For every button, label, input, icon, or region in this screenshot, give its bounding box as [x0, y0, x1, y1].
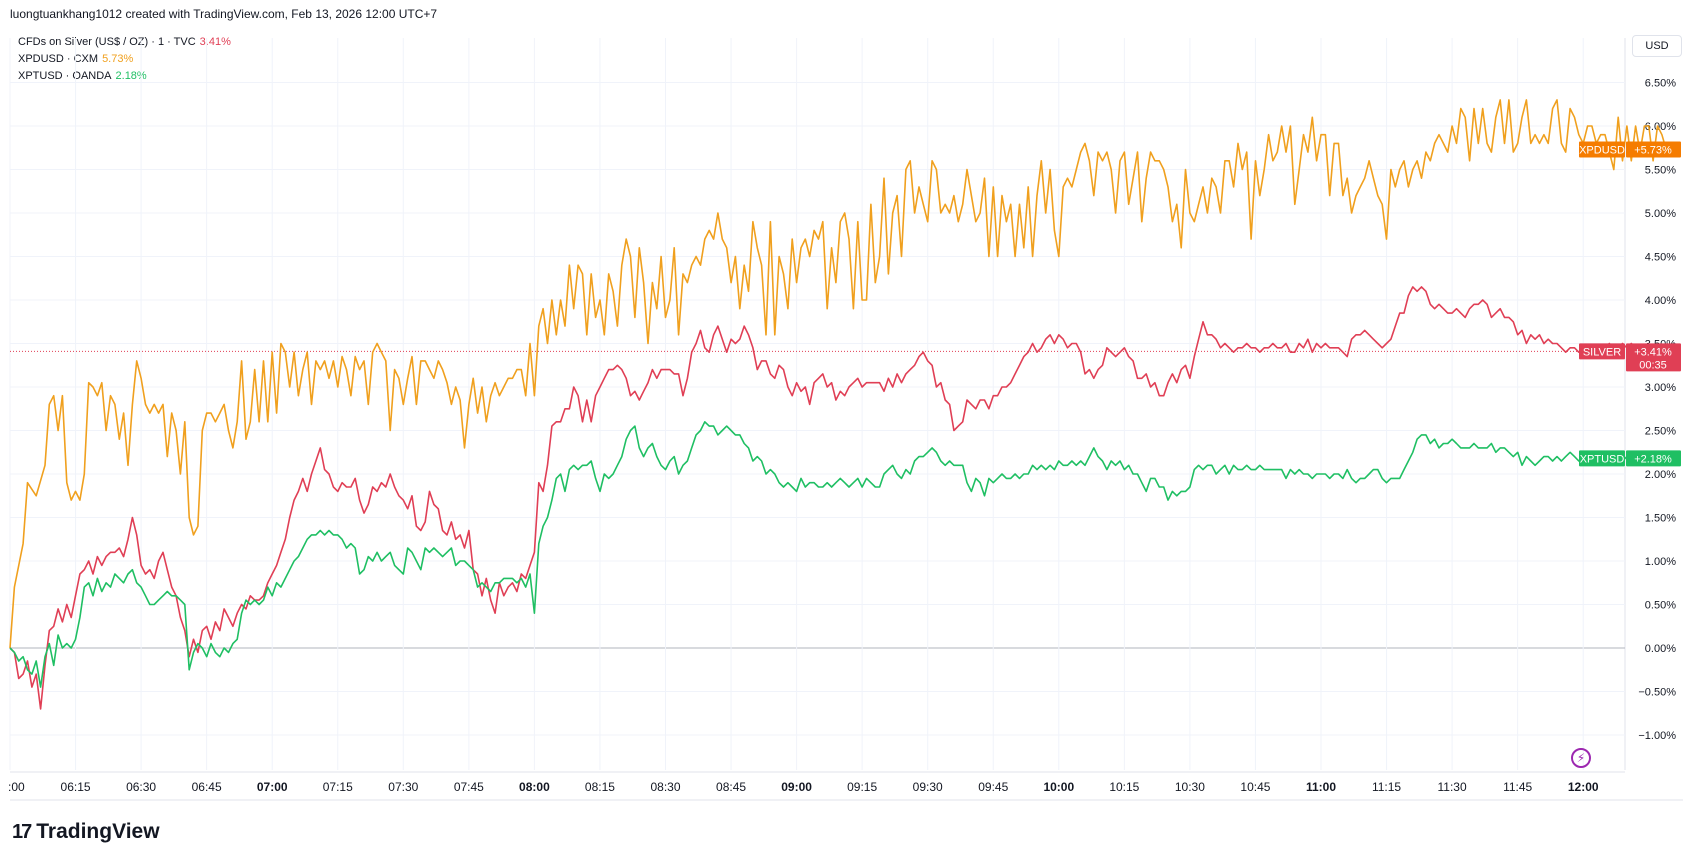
x-tick-label: 09:15 — [847, 780, 877, 794]
price-tag-label: XPDUSD — [1579, 144, 1625, 156]
x-tick-label: 07:45 — [454, 780, 484, 794]
y-tick-label: −1.00% — [1638, 730, 1676, 742]
x-tick-label: 08:15 — [585, 780, 615, 794]
legend-value: 2.18% — [115, 70, 147, 82]
x-tick-label: 11:30 — [1438, 780, 1467, 794]
price-tag-value-bg — [1626, 343, 1681, 372]
tradingview-logo[interactable]: 17 TradingView — [12, 820, 160, 844]
series-legend: CFDs on Silver (US$ / OZ) · 1 · TVC 3.41%… — [18, 34, 231, 85]
tradingview-mark-icon: 17 — [12, 820, 32, 843]
price-tag-label-bg — [1579, 343, 1625, 360]
legend-xpdusd[interactable]: XPDUSD · CXM 5.73% — [18, 51, 231, 68]
y-tick-label: 4.50% — [1645, 252, 1676, 264]
x-tick-label: 10:45 — [1240, 780, 1270, 794]
y-tick-label: 1.50% — [1645, 513, 1676, 525]
y-tick-label: −0.50% — [1638, 687, 1676, 699]
y-tick-label: 0.50% — [1645, 600, 1676, 612]
x-tick-label: 10:00 — [1043, 780, 1074, 794]
y-tick-label: 2.00% — [1645, 469, 1676, 481]
y-tick-label: 6.00% — [1645, 121, 1676, 133]
x-tick-label: 11:00 — [1306, 780, 1336, 794]
legend-value: 3.41% — [199, 36, 231, 48]
x-tick-label: 06:15 — [61, 780, 91, 794]
x-tick-label: 07:00 — [257, 780, 288, 794]
price-tag-label-bg — [1579, 141, 1625, 158]
x-tick-label: 08:00 — [519, 780, 550, 794]
currency-button[interactable]: USD — [1632, 35, 1682, 57]
bar-countdown: 00:35 — [1639, 359, 1667, 371]
brand-name: TradingView — [36, 820, 160, 843]
y-tick-label: 2.50% — [1645, 426, 1676, 438]
y-tick-label: 6.50% — [1645, 78, 1676, 90]
x-tick-label: 06:30 — [126, 780, 156, 794]
legend-label: XPDUSD · CXM — [18, 53, 99, 65]
legend-value: 5.73% — [102, 53, 134, 65]
price-tag-value-bg — [1626, 141, 1681, 158]
y-tick-label: 5.00% — [1645, 208, 1676, 220]
x-tick-label: :00 — [8, 780, 25, 794]
x-tick-label: 11:15 — [1372, 780, 1401, 794]
x-tick-label: 09:00 — [781, 780, 812, 794]
x-tick-label: 09:30 — [913, 780, 943, 794]
legend-label: CFDs on Silver (US$ / OZ) · 1 · TVC — [18, 36, 196, 48]
series-line-xptusd[interactable] — [9, 421, 1667, 688]
x-tick-label: 12:00 — [1568, 780, 1599, 794]
x-tick-label: 11:45 — [1503, 780, 1532, 794]
y-tick-label: 4.00% — [1645, 295, 1676, 307]
x-tick-label: 06:45 — [192, 780, 222, 794]
price-tag-label: SILVER — [1583, 346, 1621, 358]
price-tag-value-bg — [1626, 450, 1681, 467]
price-tag-label-bg — [1579, 450, 1625, 467]
x-tick-label: 08:30 — [650, 780, 680, 794]
legend-label: XPTUSD · OANDA — [18, 70, 112, 82]
price-tag-value: +5.73% — [1634, 144, 1672, 156]
price-tag-value: +3.41% — [1634, 346, 1672, 358]
series-line-xpdusd[interactable] — [9, 99, 1667, 649]
x-tick-label: 08:45 — [716, 780, 746, 794]
chart-attribution: luongtuankhang1012 created with TradingV… — [10, 7, 438, 21]
y-tick-label: 1.00% — [1645, 556, 1676, 568]
x-tick-label: 10:30 — [1175, 780, 1205, 794]
series-line-silver[interactable] — [9, 286, 1667, 710]
x-tick-label: 07:15 — [323, 780, 353, 794]
y-tick-label: 0.00% — [1645, 643, 1676, 655]
x-tick-label: 07:30 — [388, 780, 418, 794]
x-tick-label: 10:15 — [1109, 780, 1139, 794]
x-tick-label: 09:45 — [978, 780, 1008, 794]
legend-xptusd[interactable]: XPTUSD · OANDA 2.18% — [18, 68, 231, 85]
price-tag-label: XPTUSD — [1580, 453, 1625, 465]
lightning-icon[interactable]: ⚡ — [1571, 748, 1591, 768]
legend-silver[interactable]: CFDs on Silver (US$ / OZ) · 1 · TVC 3.41% — [18, 34, 231, 51]
price-tag-value: +2.18% — [1634, 453, 1672, 465]
y-tick-label: 3.00% — [1645, 382, 1676, 394]
y-tick-label: 5.50% — [1645, 165, 1676, 177]
